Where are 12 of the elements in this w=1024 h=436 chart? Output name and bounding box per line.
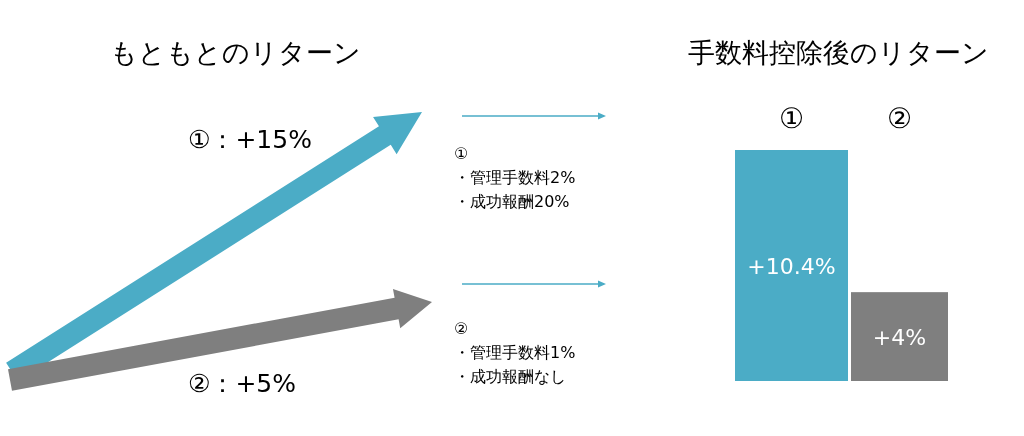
text: ② [454,319,469,338]
text: ・成功報酬なし [454,367,566,386]
text: ・管理手数料1% [454,343,576,362]
text: ①：+15% [188,125,312,154]
chart-title: 手数料控除後のリターン [687,37,989,68]
text: ・成功報酬20% [454,192,570,211]
data-label: +4% [872,324,927,350]
data-label: +10.4% [747,253,836,279]
text: ① [454,144,469,163]
text: もともとのリターン [109,37,361,68]
text: ②：+5% [188,369,297,398]
text: ・管理手数料2% [454,168,576,187]
